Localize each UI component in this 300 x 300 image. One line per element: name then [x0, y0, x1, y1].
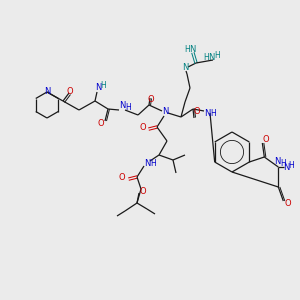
Text: O: O [67, 86, 73, 95]
Text: N: N [182, 64, 188, 73]
Text: O: O [140, 187, 146, 196]
Text: N: N [162, 107, 168, 116]
Text: O: O [284, 200, 291, 208]
Text: O: O [119, 173, 125, 182]
Text: H: H [125, 103, 131, 112]
Text: N: N [274, 158, 280, 166]
Text: O: O [194, 107, 200, 116]
Text: N: N [144, 158, 150, 167]
Text: N: N [189, 44, 195, 53]
Text: H: H [210, 110, 216, 118]
Text: N: N [283, 163, 290, 172]
Text: H: H [100, 82, 106, 91]
Text: N: N [208, 53, 214, 62]
Text: H: H [203, 53, 209, 62]
Text: O: O [140, 124, 146, 133]
Text: H: H [280, 158, 286, 167]
Text: H: H [184, 44, 190, 53]
Text: H: H [288, 161, 294, 170]
Text: O: O [262, 136, 268, 145]
Text: H: H [150, 160, 156, 169]
Text: O: O [98, 118, 104, 127]
Text: N: N [95, 82, 101, 91]
Text: N: N [119, 101, 125, 110]
Text: N: N [44, 86, 50, 95]
Text: N: N [204, 109, 210, 118]
Text: O: O [148, 95, 154, 104]
Text: H: H [214, 50, 220, 59]
